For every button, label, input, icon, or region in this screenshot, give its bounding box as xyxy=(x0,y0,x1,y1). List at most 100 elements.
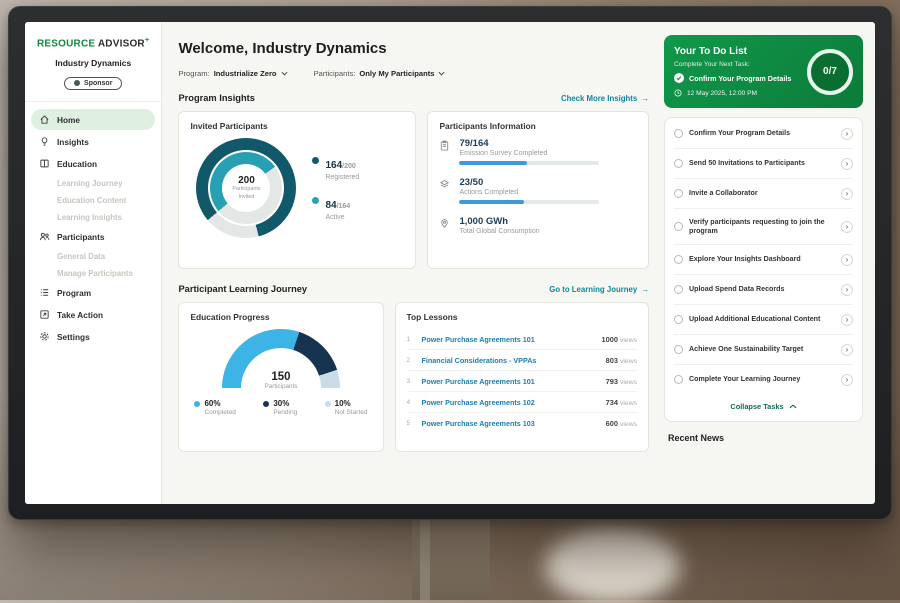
participants-information-card: Participants Information 79/164 Emission… xyxy=(427,111,649,269)
invited-donut-chart: 200 Participants Invited xyxy=(196,138,297,238)
lesson-link[interactable]: Financial Considerations - VPPAs xyxy=(421,355,537,365)
task-row-send-invitations[interactable]: Send 50 Invitations to Participants › xyxy=(674,149,853,179)
task-checkbox[interactable] xyxy=(674,159,683,168)
task-row-confirm-program[interactable]: Confirm Your Program Details › xyxy=(674,119,853,149)
invited-participants-card: Invited Participants 200 Participants In… xyxy=(178,111,417,269)
task-checkbox[interactable] xyxy=(674,345,683,355)
task-checkbox[interactable] xyxy=(674,189,683,198)
sidebar-item-education-content[interactable]: Education Content xyxy=(57,196,127,206)
collapse-tasks-link[interactable]: Collapse Tasks xyxy=(674,394,853,420)
task-label: Invite a Collaborator xyxy=(689,188,758,197)
recent-news-title: Recent News xyxy=(668,433,725,444)
gauge-center: 150 Participants xyxy=(222,371,340,389)
task-checkbox[interactable] xyxy=(674,285,683,295)
legend-label: Active xyxy=(325,214,345,221)
insights-cards-row: Invited Participants 200 Participants In… xyxy=(178,111,649,269)
stat-label: Actions Completed xyxy=(459,189,519,196)
stat-progress-fill xyxy=(459,161,527,165)
card-title: Top Lessons xyxy=(406,312,458,322)
task-label: Upload Additional Educational Content xyxy=(689,315,821,324)
monitor-stand xyxy=(412,518,490,600)
chevron-right-icon: › xyxy=(841,187,853,200)
chevron-right-icon: › xyxy=(841,157,853,170)
lesson-views: 734 views xyxy=(606,398,637,407)
sidebar-item-participants[interactable]: Participants xyxy=(31,226,155,247)
sidebar-item-program[interactable]: Program xyxy=(31,282,155,303)
lesson-link[interactable]: Power Purchase Agreements 101 xyxy=(421,376,535,386)
stat-progress-track xyxy=(459,161,600,165)
check-more-insights-link[interactable]: Check More Insights → xyxy=(561,94,649,103)
task-row-explore-insights[interactable]: Explore Your Insights Dashboard › xyxy=(674,245,853,276)
lesson-link[interactable]: Power Purchase Agreements 102 xyxy=(421,397,535,407)
legend-item-active: 84/164 Active xyxy=(312,195,359,221)
task-checkbox[interactable] xyxy=(674,375,683,385)
lesson-link[interactable]: Power Purchase Agreements 103 xyxy=(421,418,535,428)
arrow-right-icon: → xyxy=(641,284,649,294)
task-row-achieve-target[interactable]: Achieve One Sustainability Target › xyxy=(674,335,853,366)
task-row-upload-spend-data[interactable]: Upload Spend Data Records › xyxy=(674,275,853,306)
learning-cards-row: Education Progress 150 Participants 60% … xyxy=(178,302,649,452)
views-suffix: views xyxy=(620,336,637,344)
legend-pct: 30% xyxy=(273,399,290,408)
sponsor-icon xyxy=(74,80,81,87)
task-checkbox[interactable] xyxy=(674,129,683,138)
chevron-right-icon: › xyxy=(841,127,853,140)
todo-next-task[interactable]: Confirm Your Program Details xyxy=(674,73,791,83)
task-row-upload-educational-content[interactable]: Upload Additional Educational Content › xyxy=(674,305,853,336)
sidebar-item-education[interactable]: Education xyxy=(31,153,155,174)
task-checkbox[interactable] xyxy=(674,222,683,232)
legend-value: 84 xyxy=(325,200,337,211)
sidebar-item-label: Program xyxy=(57,287,92,298)
legend-item-not-started: 10% Not Started xyxy=(324,399,368,416)
sidebar-item-label: Settings xyxy=(57,331,90,342)
task-label: Upload Spend Data Records xyxy=(689,285,785,294)
legend-item-registered: 164/200 Registered xyxy=(312,155,359,181)
lightbulb-icon xyxy=(39,136,50,147)
todo-task-list: Confirm Your Program Details › Send 50 I… xyxy=(664,117,863,423)
legend-label: Not Started xyxy=(334,409,368,416)
chevron-right-icon: › xyxy=(841,220,853,233)
stat-value: 1,000 GWh xyxy=(459,216,509,227)
screen: RESOURCE ADVISOR+ Industry Dynamics Spon… xyxy=(25,22,875,504)
card-title: Participants Information xyxy=(439,121,536,131)
task-checkbox[interactable] xyxy=(674,315,683,325)
legend-pct: 60% xyxy=(204,399,221,408)
task-row-complete-learning-journey[interactable]: Complete Your Learning Journey › xyxy=(674,365,853,394)
sidebar-item-label: Participants xyxy=(57,231,105,242)
legend-label: Completed xyxy=(204,409,236,416)
task-row-verify-participants[interactable]: Verify participants requesting to join t… xyxy=(674,209,853,246)
sponsor-badge[interactable]: Sponsor xyxy=(64,76,123,90)
legend-total: /164 xyxy=(336,203,351,210)
legend-value: 164 xyxy=(325,160,343,171)
lesson-views: 600 views xyxy=(606,419,637,428)
section-title-program-insights: Program Insights xyxy=(178,93,255,103)
sidebar-item-label: Education xyxy=(57,158,98,169)
lesson-rank: 5 xyxy=(406,419,411,427)
sidebar-item-insights[interactable]: Insights xyxy=(31,131,155,152)
sidebar-item-take-action[interactable]: Take Action xyxy=(31,304,155,325)
check-circle-icon xyxy=(674,73,684,83)
sidebar-item-manage-participants[interactable]: Manage Participants xyxy=(57,269,133,279)
legend-item-completed: 60% Completed xyxy=(194,399,236,416)
task-row-invite-collaborator[interactable]: Invite a Collaborator › xyxy=(674,179,853,209)
stat-emission-survey: 79/164 Emission Survey Completed xyxy=(439,138,637,165)
sidebar-item-learning-journey[interactable]: Learning Journey xyxy=(57,179,123,189)
program-insights-header: Program Insights Check More Insights → xyxy=(178,93,649,103)
sidebar-item-settings[interactable]: Settings xyxy=(31,326,155,347)
task-label: Achieve One Sustainability Target xyxy=(689,345,804,354)
background-blurred-object xyxy=(545,528,680,603)
lesson-link[interactable]: Power Purchase Agreements 101 xyxy=(421,334,535,344)
stat-body: 79/164 Emission Survey Completed xyxy=(459,138,600,165)
task-checkbox[interactable] xyxy=(674,255,683,265)
gauge-legend: 60% Completed 30% Pending 10% Not Starte… xyxy=(190,399,371,416)
main-content: Welcome, Industry Dynamics Program: Indu… xyxy=(162,22,662,504)
go-to-learning-journey-link[interactable]: Go to Learning Journey → xyxy=(549,285,649,294)
sidebar-item-general-data[interactable]: General Data xyxy=(57,252,106,262)
program-filter-dropdown[interactable]: Program: Industrialize Zero xyxy=(178,69,288,78)
sidebar-item-home[interactable]: Home xyxy=(31,109,156,131)
participants-filter-dropdown[interactable]: Participants: Only My Participants xyxy=(314,69,446,78)
todo-progress-ring: 0/7 xyxy=(807,48,853,95)
sponsor-label: Sponsor xyxy=(84,79,113,87)
legend-label: Registered xyxy=(325,174,360,181)
sidebar-item-learning-insights[interactable]: Learning Insights xyxy=(57,213,122,223)
